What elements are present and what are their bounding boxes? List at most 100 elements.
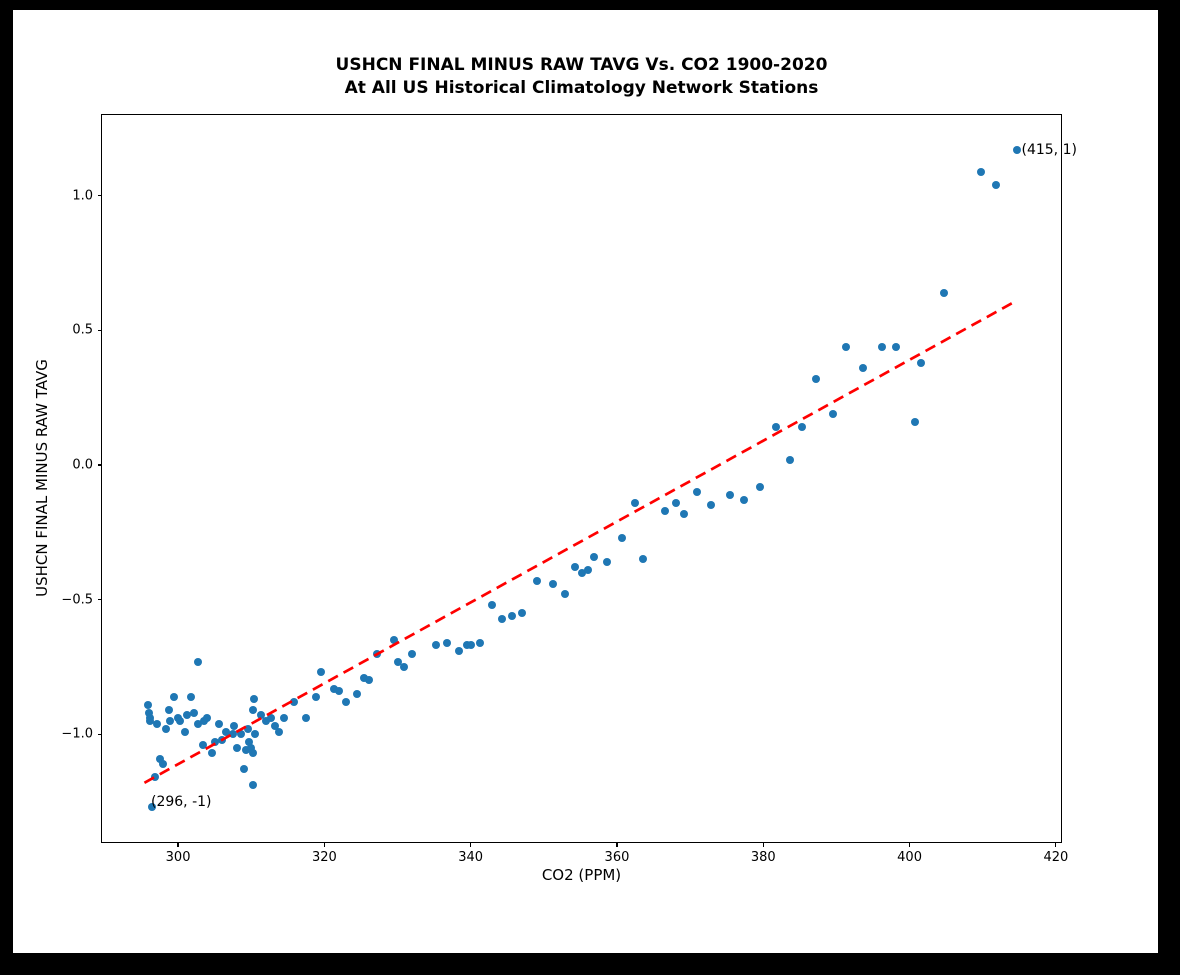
data-point [208, 749, 217, 758]
data-point [250, 695, 259, 704]
data-point [316, 668, 325, 677]
data-point [215, 719, 224, 728]
trendline [143, 299, 1018, 784]
data-point [175, 716, 184, 725]
y-tick-label: 0.0 [72, 457, 93, 473]
data-point [146, 716, 155, 725]
y-tick [97, 195, 102, 197]
data-point [672, 498, 681, 507]
data-point [917, 358, 926, 367]
data-point [785, 455, 794, 464]
data-point [186, 692, 195, 701]
data-point [756, 482, 765, 491]
data-point [725, 490, 734, 499]
data-point [228, 730, 237, 739]
data-point [877, 342, 886, 351]
data-point [165, 706, 174, 715]
data-point [275, 727, 284, 736]
data-point [290, 697, 299, 706]
data-point [341, 697, 350, 706]
y-tick [97, 329, 102, 331]
data-point [302, 714, 311, 723]
y-tick-label: −1.0 [61, 726, 93, 742]
data-point [892, 342, 901, 351]
data-point [577, 568, 586, 577]
data-point [507, 611, 516, 620]
chart-title-line2: At All US Historical Climatology Network… [344, 78, 819, 98]
x-tick-label: 320 [311, 850, 337, 865]
data-point [155, 754, 164, 763]
data-point [476, 638, 485, 647]
y-tick [97, 464, 102, 466]
data-point [144, 700, 153, 709]
data-point [359, 673, 368, 682]
data-point [828, 409, 837, 418]
chart-title-line1: USHCN FINAL MINUS RAW TAVG Vs. CO2 1900-… [335, 55, 828, 75]
data-point [147, 802, 156, 811]
data-point [454, 646, 463, 655]
data-point [811, 374, 820, 383]
data-point [329, 684, 338, 693]
data-point [198, 741, 207, 750]
x-tick [177, 842, 179, 847]
chart-title: USHCN FINAL MINUS RAW TAVG Vs. CO2 1900-… [101, 54, 1062, 100]
data-point [561, 590, 570, 599]
data-point [353, 689, 362, 698]
data-point [261, 716, 270, 725]
data-point [739, 496, 748, 505]
data-point [1013, 146, 1022, 154]
data-point [162, 724, 171, 733]
data-point [270, 722, 279, 731]
x-axis-label: CO2 (PPM) [541, 866, 622, 884]
data-point [631, 498, 640, 507]
data-point [584, 566, 593, 575]
data-point [589, 552, 598, 561]
data-point [248, 706, 257, 715]
data-point [193, 657, 202, 666]
x-tick [908, 842, 911, 847]
x-tick-label: 400 [897, 850, 922, 865]
data-point [335, 687, 343, 696]
data-point [660, 506, 669, 515]
point-annotation: (415, 1) [1021, 142, 1077, 158]
data-point [266, 714, 275, 723]
y-tick [97, 599, 102, 601]
data-point [170, 692, 179, 701]
data-point [859, 364, 868, 373]
data-point [190, 708, 199, 717]
data-point [707, 501, 716, 510]
data-point [679, 509, 688, 518]
trendline-segment [143, 299, 1018, 784]
data-point [487, 601, 496, 610]
x-tick-label: 360 [604, 850, 630, 865]
data-point [180, 727, 189, 736]
x-tick [616, 842, 618, 847]
data-point [152, 719, 161, 728]
data-point [236, 730, 245, 739]
data-point [182, 711, 191, 720]
data-point [245, 738, 254, 747]
data-point [533, 576, 542, 585]
data-point [230, 722, 239, 731]
data-point [692, 487, 701, 496]
data-point [150, 773, 159, 782]
y-tick-label: 0.5 [72, 322, 93, 338]
point-annotation: (296, -1) [151, 793, 212, 810]
x-tick [470, 842, 472, 847]
x-tick [1055, 842, 1057, 847]
x-tick [762, 842, 764, 847]
data-point [517, 609, 526, 618]
data-point [911, 417, 920, 426]
data-point [280, 714, 289, 723]
data-point [239, 765, 248, 774]
data-point [389, 636, 398, 645]
data-point [247, 743, 256, 752]
data-point [798, 423, 807, 432]
data-point [443, 638, 452, 647]
data-point [203, 714, 212, 723]
data-point [311, 692, 320, 701]
data-point [841, 342, 850, 351]
data-point [772, 423, 781, 432]
data-point [639, 555, 648, 564]
